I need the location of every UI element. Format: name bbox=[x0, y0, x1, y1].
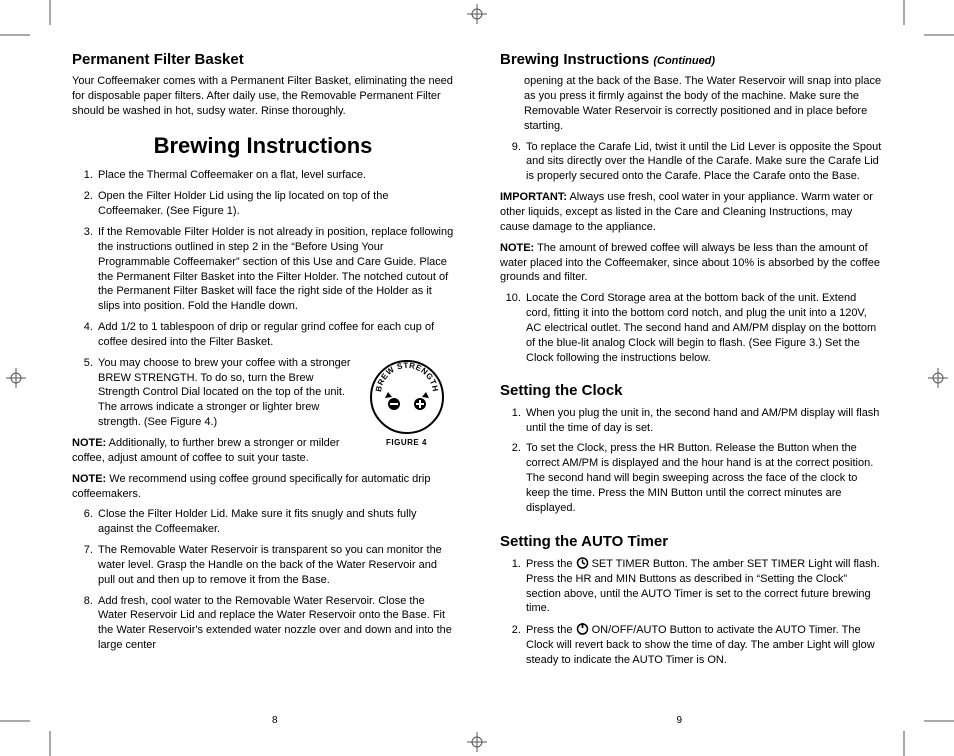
auto-timer-steps-list: Press the SET TIMER Button. The amber SE… bbox=[510, 556, 882, 668]
registration-mark-icon bbox=[928, 368, 948, 388]
brewing-step: Add 1/2 to 1 tablespoon of drip or regul… bbox=[96, 320, 454, 350]
brewing-step: Add fresh, cool water to the Removable W… bbox=[96, 594, 454, 653]
registration-mark-icon bbox=[6, 368, 26, 388]
registration-mark-icon bbox=[467, 732, 487, 752]
svg-text:BREW STRENGTH: BREW STRENGTH bbox=[374, 361, 440, 393]
brewing-continued-heading: Brewing Instructions (Continued) bbox=[500, 50, 882, 70]
note-text: NOTE: We recommend using coffee ground s… bbox=[72, 472, 454, 502]
important-text: IMPORTANT: Always use fresh, cool water … bbox=[500, 190, 882, 235]
registration-mark-icon bbox=[467, 4, 487, 24]
auto-timer-step: Press the SET TIMER Button. The amber SE… bbox=[524, 556, 882, 616]
setting-auto-timer-heading: Setting the AUTO Timer bbox=[500, 532, 882, 552]
clock-step: To set the Clock, press the HR Button. R… bbox=[524, 441, 882, 515]
clock-steps-list: When you plug the unit in, the second ha… bbox=[510, 406, 882, 516]
brewing-step: If the Removable Filter Holder is not al… bbox=[96, 225, 454, 314]
figure-4-caption: FIGURE 4 bbox=[359, 438, 454, 449]
brewing-step: The Removable Water Reservoir is transpa… bbox=[96, 543, 454, 588]
note-text: NOTE: The amount of brewed coffee will a… bbox=[500, 241, 882, 286]
brewing-step: To replace the Carafe Lid, twist it unti… bbox=[524, 140, 882, 185]
page-number: 9 bbox=[676, 715, 682, 726]
brewing-steps-list: Place the Thermal Coffeemaker on a flat,… bbox=[82, 168, 454, 430]
brewing-steps-list-cont: Close the Filter Holder Lid. Make sure i… bbox=[82, 507, 454, 653]
setting-clock-heading: Setting the Clock bbox=[500, 381, 882, 401]
page-8: Permanent Filter Basket Your Coffeemaker… bbox=[72, 46, 454, 710]
clock-step: When you plug the unit in, the second ha… bbox=[524, 406, 882, 436]
brewing-step: Place the Thermal Coffeemaker on a flat,… bbox=[96, 168, 454, 183]
brewing-steps-list-right2: Locate the Cord Storage area at the bott… bbox=[510, 291, 882, 365]
brewing-instructions-heading: Brewing Instructions bbox=[72, 131, 454, 161]
power-icon bbox=[576, 622, 589, 635]
filter-basket-heading: Permanent Filter Basket bbox=[72, 50, 454, 70]
brewing-step: Locate the Cord Storage area at the bott… bbox=[524, 291, 882, 365]
brew-strength-dial-icon: BREW STRENGTH bbox=[368, 358, 446, 436]
brewing-step: Open the Filter Holder Lid using the lip… bbox=[96, 189, 454, 219]
page-9: Brewing Instructions (Continued) opening… bbox=[500, 46, 882, 710]
page-number: 8 bbox=[272, 715, 278, 726]
brewing-step: Close the Filter Holder Lid. Make sure i… bbox=[96, 507, 454, 537]
clock-timer-icon bbox=[576, 556, 589, 569]
figure-4: BREW STRENGTH FIGURE 4 bbox=[359, 358, 454, 449]
auto-timer-step: Press the ON/OFF/AUTO Button to activate… bbox=[524, 622, 882, 668]
brewing-steps-list-right: To replace the Carafe Lid, twist it unti… bbox=[510, 140, 882, 185]
brewing-step-continuation: opening at the back of the Base. The Wat… bbox=[524, 74, 882, 133]
filter-basket-paragraph: Your Coffeemaker comes with a Permanent … bbox=[72, 74, 454, 119]
brewing-step: BREW STRENGTH FIGURE 4 bbox=[96, 356, 454, 430]
